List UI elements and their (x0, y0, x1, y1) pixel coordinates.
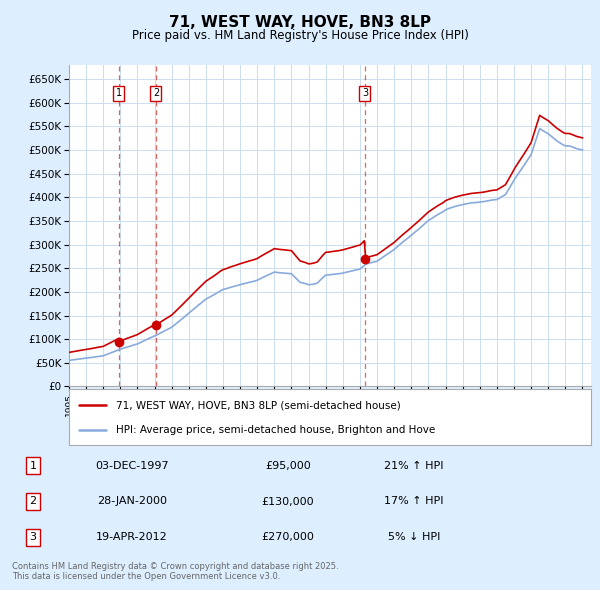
Text: 1: 1 (29, 461, 37, 471)
Text: £95,000: £95,000 (265, 461, 311, 471)
Text: Price paid vs. HM Land Registry's House Price Index (HPI): Price paid vs. HM Land Registry's House … (131, 30, 469, 42)
Text: 71, WEST WAY, HOVE, BN3 8LP: 71, WEST WAY, HOVE, BN3 8LP (169, 15, 431, 30)
Text: £270,000: £270,000 (262, 532, 314, 542)
Text: 3: 3 (29, 532, 37, 542)
Text: 1: 1 (116, 88, 122, 99)
Text: 28-JAN-2000: 28-JAN-2000 (97, 497, 167, 506)
Text: 2: 2 (153, 88, 159, 99)
Text: 19-APR-2012: 19-APR-2012 (96, 532, 168, 542)
Text: Contains HM Land Registry data © Crown copyright and database right 2025.
This d: Contains HM Land Registry data © Crown c… (12, 562, 338, 581)
Text: 21% ↑ HPI: 21% ↑ HPI (384, 461, 444, 471)
Text: 03-DEC-1997: 03-DEC-1997 (95, 461, 169, 471)
Text: HPI: Average price, semi-detached house, Brighton and Hove: HPI: Average price, semi-detached house,… (116, 425, 435, 435)
Text: 3: 3 (362, 88, 368, 99)
Text: 5% ↓ HPI: 5% ↓ HPI (388, 532, 440, 542)
Text: 2: 2 (29, 497, 37, 506)
Text: 17% ↑ HPI: 17% ↑ HPI (384, 497, 444, 506)
Text: 71, WEST WAY, HOVE, BN3 8LP (semi-detached house): 71, WEST WAY, HOVE, BN3 8LP (semi-detach… (116, 400, 401, 410)
Text: £130,000: £130,000 (262, 497, 314, 506)
